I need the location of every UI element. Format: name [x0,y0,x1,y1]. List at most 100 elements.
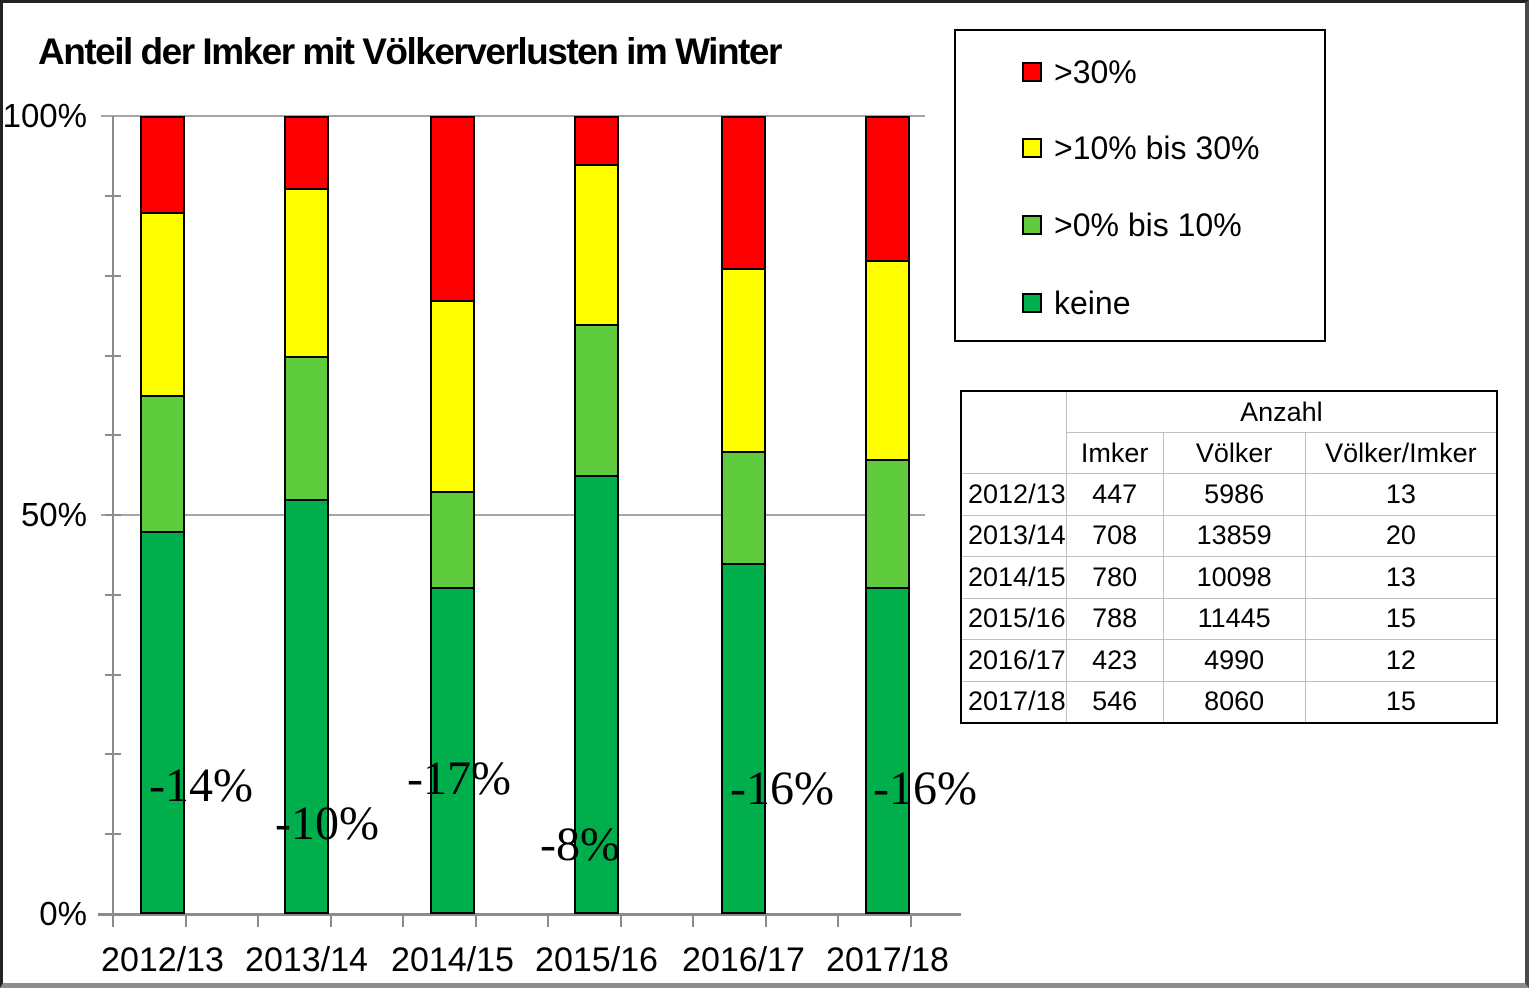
legend-item-keine: keine [1022,283,1131,323]
cell-value: 12 [1304,639,1498,682]
cell-value: 788 [1065,597,1164,640]
column-header-imker: Imker [1065,432,1164,474]
bar-segment-2014/15->30% [430,116,475,302]
bar-segment-2014/15->0% bis 10% [430,491,475,589]
cell-value: 15 [1304,680,1498,724]
table-row-2015/16: 2015/16 788 11445 15 [960,597,1498,640]
cell-year: 2016/17 [960,639,1067,682]
table-column-header-row: Imker Völker Völker/Imker [961,432,1498,474]
bar-segment-2013/14->30% [284,116,329,191]
x-axis-tick [402,914,404,927]
bar-segment-2015/16->30% [574,116,619,167]
x-axis-label-2015/16: 2015/16 [535,941,658,979]
bar-segment-2015/16->10% bis 30% [574,164,619,326]
cell-value: 546 [1065,680,1164,724]
legend-swatch-red [1022,62,1042,82]
cell-value: 11445 [1162,597,1306,640]
y-axis-label-0: 0% [39,895,87,932]
cell-year: 2014/15 [960,556,1067,599]
x-axis-tick [547,914,549,927]
x-axis-tick [692,914,694,927]
bar-segment-2014/15-keine [430,586,475,914]
x-axis-tick [257,914,259,927]
table-group-header-row: Anzahl [960,390,1498,474]
x-axis-line [98,913,961,916]
cell-value: 13 [1304,473,1498,516]
bar-segment-2016/17->0% bis 10% [721,451,766,565]
table-row-2012/13: 2012/13 447 5986 13 [960,473,1498,516]
bar-segment-2017/18-keine [865,586,910,914]
chart-title: Anteil der Imker mit Völkerverlusten im … [38,31,782,72]
cell-year: 2012/13 [960,473,1067,516]
bar-segment-2012/13->30% [140,116,185,215]
x-axis-tick [909,914,912,927]
bar-segment-2014/15->10% bis 30% [430,299,475,494]
table-row-2013/14: 2013/14 708 13859 20 [960,514,1498,557]
x-axis-tick [619,914,622,927]
bar-segment-2013/14->0% bis 10% [284,355,329,502]
x-axis-tick [112,914,114,927]
y-axis-label-100: 100% [2,97,87,135]
bar-segment-2016/17->10% bis 30% [721,267,766,454]
x-axis-tick [837,914,839,927]
cell-value: 708 [1065,514,1164,557]
x-axis-label-2016/17: 2016/17 [682,941,805,979]
cell-value: 4990 [1162,639,1306,682]
bar-segment-2012/13->10% bis 30% [140,212,185,398]
bar-segment-2016/17-keine [721,563,766,914]
table-row-2017/18: 2017/18 546 8060 15 [960,680,1498,724]
bar-segment-2013/14->10% bis 30% [284,188,329,358]
cell-value: 15 [1304,597,1498,640]
x-axis-tick [329,914,332,927]
legend-item->10% bis 30%: >10% bis 30% [1022,128,1259,168]
bar-segment-2015/16->0% bis 10% [574,323,619,478]
bar-segment-2017/18->0% bis 10% [865,459,910,589]
cell-value: 5986 [1162,473,1306,516]
legend: >30% >10% bis 30% >0% bis 10% keine [954,29,1326,342]
bar-segment-2017/18->30% [865,116,910,262]
cell-value: 10098 [1162,556,1306,599]
gridline-50pct [101,514,925,517]
legend-item->30%: >30% [1022,52,1137,92]
cell-value: 13859 [1162,514,1306,557]
x-axis-label-2014/15: 2014/15 [391,941,514,979]
legend-label: >30% [1054,53,1137,90]
bar-segment-2016/17->30% [721,116,766,270]
table-group-header: Anzahl [1065,390,1498,433]
x-axis-tick [764,914,767,927]
legend-swatch-yellow [1022,138,1042,158]
y-axis-label-50: 50% [20,496,87,534]
legend-label: >0% bis 10% [1054,206,1242,243]
cell-value: 8060 [1162,680,1306,724]
cell-value: 780 [1065,556,1164,599]
x-axis-tick [474,914,477,927]
anzahl-table: Anzahl Imker Völker Völker/Imker 2012/13… [960,390,1499,724]
x-axis-tick [184,914,187,927]
cell-value: 20 [1304,514,1498,557]
loss-annotation-2017/18: -16% [873,762,977,815]
loss-annotation-2013/14: -10% [275,797,379,850]
bar-segment-2017/18->10% bis 30% [865,259,910,462]
legend-item->0% bis 10%: >0% bis 10% [1022,205,1242,245]
column-header-voelker: Völker [1162,432,1306,474]
legend-swatch-light_green [1022,215,1042,235]
cell-year: 2015/16 [960,597,1067,640]
bar-segment-2013/14-keine [284,499,329,914]
loss-annotation-2016/17: -16% [730,762,834,815]
x-axis-label-2012/13: 2012/13 [101,941,224,979]
legend-label: keine [1054,284,1131,321]
cell-value: 447 [1065,473,1164,516]
cell-value: 13 [1304,556,1498,599]
y-axis-line [112,116,114,916]
x-axis-label-2017/18: 2017/18 [826,941,949,979]
x-axis-label-2013/14: 2013/14 [245,941,368,979]
legend-label: >10% bis 30% [1054,129,1260,166]
bar-segment-2012/13->0% bis 10% [140,395,185,534]
table-row-2014/15: 2014/15 780 10098 13 [960,556,1498,599]
bar-segment-2012/13-keine [140,531,185,914]
cell-year: 2017/18 [960,680,1067,724]
gridline-100pct [101,115,925,118]
table-row-2016/17: 2016/17 423 4990 12 [960,639,1498,682]
cell-year: 2013/14 [960,514,1067,557]
